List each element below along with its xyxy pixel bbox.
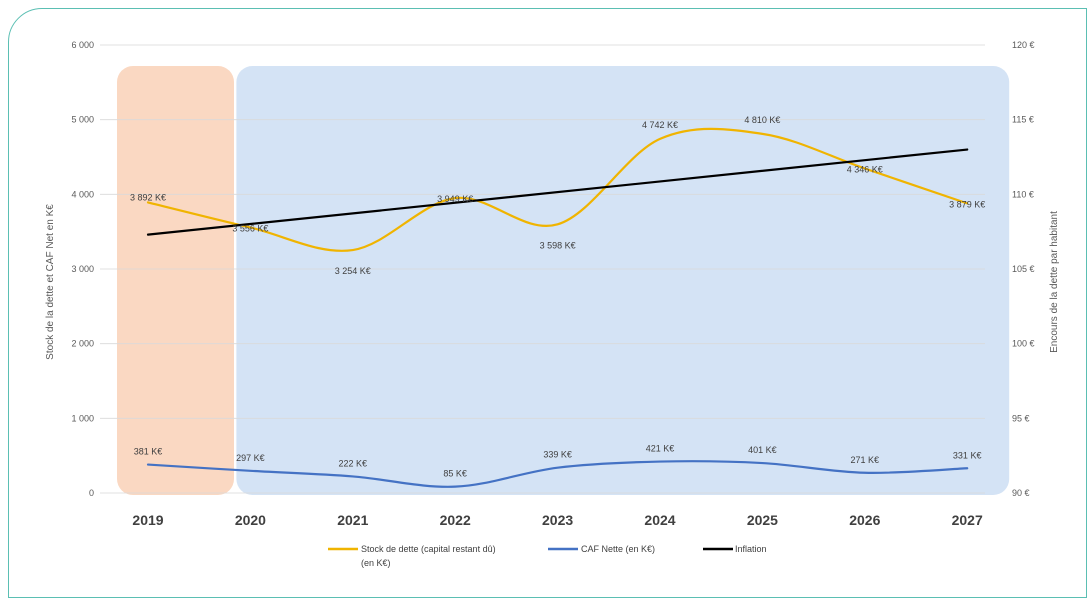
data-label: 331 K€ [953, 450, 982, 460]
right-axis-title: Encours de la dette par habitant [1049, 211, 1060, 353]
left-axis-ticks: 0 1 000 2 000 3 000 4 000 5 000 6 000 [71, 40, 94, 498]
highlight-region-0 [117, 66, 234, 495]
data-label: 85 K€ [443, 469, 467, 479]
right-tick-label: 100 € [1012, 339, 1035, 349]
right-axis-ticks: 90 € 95 € 100 € 105 € 110 € 115 € 120 € [1012, 40, 1035, 498]
category-label: 2022 [440, 512, 471, 528]
left-tick-label: 5 000 [71, 115, 94, 125]
data-label: 421 K€ [646, 444, 675, 454]
data-label: 3 254 K€ [335, 266, 371, 276]
series-lines [146, 127, 969, 488]
category-label: 2024 [644, 512, 675, 528]
data-label: 3 892 K€ [130, 192, 166, 202]
caf-nette-line [146, 460, 969, 488]
left-tick-label: 0 [89, 488, 94, 498]
category-label: 2019 [132, 512, 163, 528]
left-tick-label: 3 000 [71, 264, 94, 274]
stock-dette-line [146, 127, 969, 252]
category-label: 2021 [337, 512, 368, 528]
highlight-regions [117, 66, 1010, 495]
left-tick-label: 6 000 [71, 40, 94, 50]
data-label: 3 879 K€ [949, 199, 985, 209]
right-tick-label: 110 € [1012, 189, 1034, 199]
data-label: 271 K€ [851, 455, 880, 465]
data-label: 3 556 K€ [232, 223, 268, 233]
right-tick-label: 120 € [1012, 40, 1035, 50]
data-label: 401 K€ [748, 445, 777, 455]
category-label: 2023 [542, 512, 573, 528]
data-labels: 3 892 K€ 3 556 K€ 3 254 K€ 3 949 K€ 3 598 K€… [130, 115, 985, 479]
legend-label-stock-unit: (en K€) [361, 558, 391, 568]
right-tick-label: 90 € [1012, 488, 1030, 498]
category-label: 2027 [952, 512, 983, 528]
left-axis-title: Stock de la dette et CAF Net en K€ [45, 204, 56, 360]
data-label: 4 742 K€ [642, 120, 678, 130]
legend-label-caf: CAF Nette (en K€) [581, 544, 655, 554]
debt-chart: 0 1 000 2 000 3 000 4 000 5 000 6 000 90 € 95 €… [45, 40, 1060, 568]
category-label: 2025 [747, 512, 778, 528]
data-label: 297 K€ [236, 453, 265, 463]
data-label: 3 598 K€ [540, 240, 576, 250]
data-label: 339 K€ [543, 450, 572, 460]
left-tick-label: 2 000 [71, 339, 94, 349]
highlight-region-1 [236, 66, 1010, 495]
data-label: 4 810 K€ [744, 115, 780, 125]
category-label: 2026 [849, 512, 880, 528]
category-label: 2020 [235, 512, 266, 528]
data-label: 222 K€ [339, 458, 368, 468]
data-label: 4 346 K€ [847, 164, 883, 174]
left-tick-label: 4 000 [71, 189, 94, 199]
legend: Stock de dette (capital restant dû) (en … [328, 544, 767, 568]
legend-label-inflation: Inflation [735, 544, 767, 554]
legend-label-stock: Stock de dette (capital restant dû) [361, 544, 496, 554]
data-label: 381 K€ [134, 447, 163, 457]
right-tick-label: 105 € [1012, 264, 1035, 274]
left-tick-label: 1 000 [71, 413, 94, 423]
category-labels: 2019 2020 2021 2022 2023 2024 2025 2026 2027 [132, 512, 983, 528]
right-tick-label: 95 € [1012, 413, 1030, 423]
data-label: 3 949 K€ [437, 194, 473, 204]
right-tick-label: 115 € [1012, 115, 1034, 125]
inflation-line [146, 148, 969, 236]
